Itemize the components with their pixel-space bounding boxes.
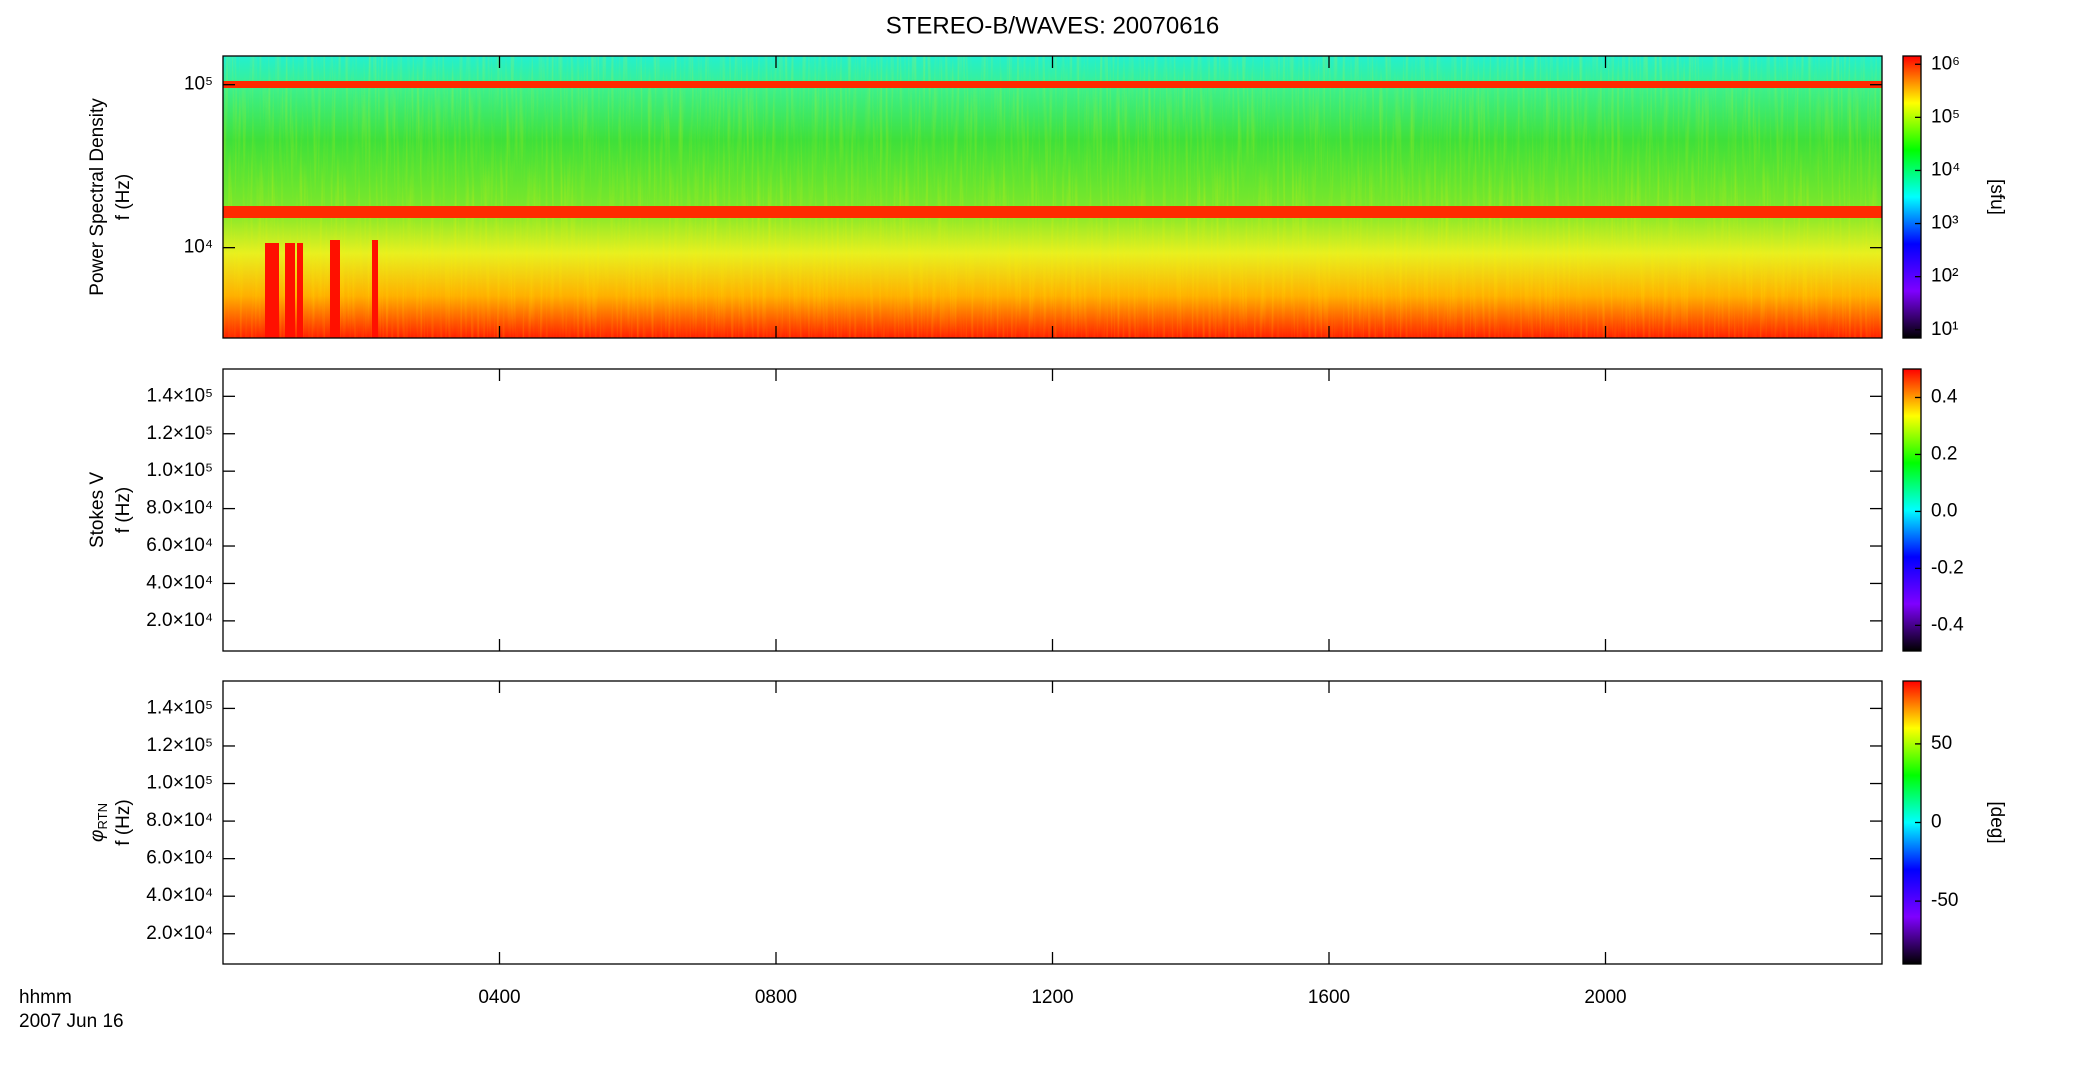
chart-title: STEREO-B/WAVES: 20070616 (886, 12, 1219, 39)
colorbar-tick-label: -0.4 (1931, 614, 1964, 635)
y-axis-label: f (Hz) (113, 487, 134, 533)
y-axis-label: φRTN (87, 803, 110, 842)
y-axis-label: Power Spectral Density (87, 98, 108, 296)
colorbar-tick-label: 10⁵ (1931, 106, 1960, 127)
x-axis-label: hhmm (19, 987, 72, 1008)
colorbar-tick-label: 10⁴ (1931, 159, 1960, 180)
colorbar-tick-label: -50 (1931, 890, 1958, 911)
colorbar-tick-label: 0.0 (1931, 500, 1957, 521)
x-tick-label: 2000 (1584, 987, 1626, 1008)
y-tick-label: 8.0×10⁴ (146, 810, 213, 831)
spectrogram-image (223, 56, 1882, 338)
y-tick-label: 1.2×10⁵ (146, 423, 213, 444)
colorbar-tick-label: 10³ (1931, 213, 1958, 234)
y-tick-label: 1.0×10⁵ (146, 773, 213, 794)
y-tick-label: 4.0×10⁴ (146, 572, 213, 593)
x-tick-label: 0800 (755, 987, 797, 1008)
y-tick-label: 1.4×10⁵ (146, 385, 213, 406)
y-tick-label: 10⁴ (184, 237, 213, 258)
y-tick-label: 1.2×10⁵ (146, 735, 213, 756)
x-tick-label: 0400 (478, 987, 520, 1008)
colorbar-tick-label: 10² (1931, 266, 1958, 287)
y-tick-label: 6.0×10⁴ (146, 535, 213, 556)
y-tick-label: 10⁵ (184, 74, 213, 95)
y-tick-label: 4.0×10⁴ (146, 885, 213, 906)
y-tick-label: 6.0×10⁴ (146, 848, 213, 869)
colorbar (1902, 55, 1922, 339)
x-axis-label: 2007 Jun 16 (19, 1011, 124, 1032)
y-tick-label: 8.0×10⁴ (146, 498, 213, 519)
y-tick-label: 2.0×10⁴ (146, 923, 213, 944)
x-tick-label: 1200 (1031, 987, 1073, 1008)
plot-frame (222, 680, 1883, 965)
colorbar-tick-label: 10¹ (1931, 319, 1958, 340)
colorbar-tick-label: 0.4 (1931, 387, 1958, 408)
y-axis-label-symbol: φ (87, 830, 108, 842)
colorbar (1902, 368, 1922, 652)
colorbar-tick-label: 10⁶ (1931, 53, 1960, 74)
y-axis-label: f (Hz) (113, 799, 134, 845)
y-tick-label: 2.0×10⁴ (146, 610, 213, 631)
colorbar-label: [deg] (1986, 801, 2007, 843)
colorbar-label: [sfu] (1986, 179, 2007, 215)
plot-frame (222, 368, 1883, 652)
colorbar-tick-label: -0.2 (1931, 557, 1964, 578)
y-axis-label-subscript: RTN (95, 803, 110, 829)
y-axis-label: f (Hz) (113, 174, 134, 220)
y-tick-label: 1.0×10⁵ (146, 460, 213, 481)
y-tick-label: 1.4×10⁵ (146, 697, 213, 718)
colorbar-tick-label: 0.2 (1931, 443, 1957, 464)
colorbar-tick-label: 50 (1931, 733, 1952, 754)
y-axis-label: Stokes V (87, 472, 108, 548)
x-tick-label: 1600 (1308, 987, 1350, 1008)
colorbar-tick-label: 0 (1931, 812, 1942, 833)
